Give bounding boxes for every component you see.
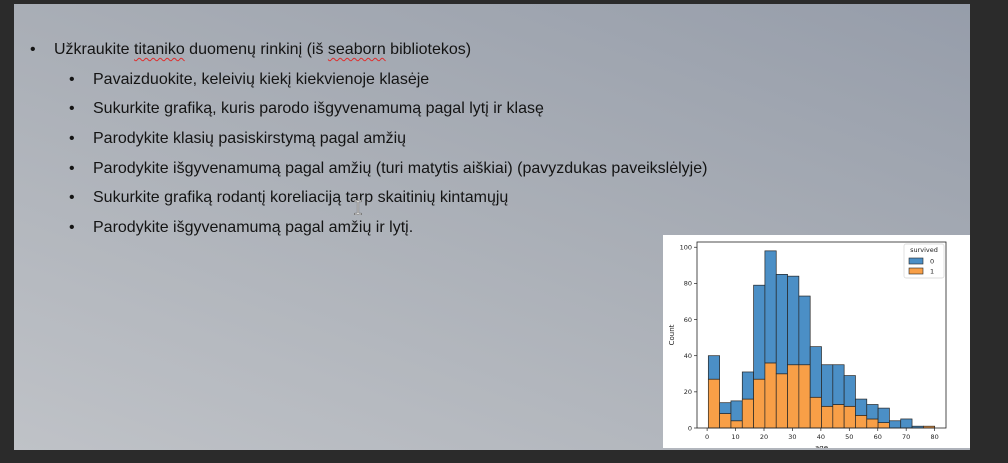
bar-survived-1-bin-10 bbox=[809, 396, 822, 429]
legend: survived 0 1 bbox=[903, 243, 945, 279]
bar-survived-0-bin-3 bbox=[730, 400, 743, 422]
bullet-glyph: • bbox=[69, 189, 75, 207]
bar-survived-1-bin-16 bbox=[877, 422, 890, 429]
bullet-text: Užkraukite titaniko duomenų rinkinį (iš … bbox=[54, 40, 471, 60]
presentation-slide: • Užkraukite titaniko duomenų rinkinį (i… bbox=[14, 4, 970, 450]
y-tick-label: 100 bbox=[680, 244, 692, 252]
x-tick-label: 70 bbox=[902, 433, 910, 441]
legend-swatch-1 bbox=[908, 267, 924, 275]
x-tick-label: 10 bbox=[731, 433, 739, 441]
bar-survived-0-bin-16 bbox=[877, 407, 890, 423]
bullet-glyph: • bbox=[30, 41, 36, 58]
x-tick-label: 40 bbox=[817, 433, 825, 441]
y-tick-label: 80 bbox=[684, 280, 692, 288]
bullet-text: Parodykite klasių pasiskirstymą pagal am… bbox=[93, 129, 407, 147]
text-segment: Užkraukite bbox=[54, 41, 135, 58]
text-cursor-icon bbox=[353, 199, 363, 216]
bar-survived-1-bin-1 bbox=[707, 378, 720, 429]
bar-survived-0-bin-11 bbox=[821, 364, 834, 407]
legend-label-1: 1 bbox=[930, 268, 934, 276]
bar-survived-0-bin-12 bbox=[832, 364, 845, 405]
bar-survived-0-bin-17 bbox=[889, 420, 902, 429]
y-tick-label: 0 bbox=[688, 424, 692, 432]
misspelled-word: seaborn bbox=[327, 41, 386, 58]
bullet-text: Parodykite išgyvenamumą pagal amžių (tur… bbox=[93, 159, 708, 177]
misspelled-word: titaniko bbox=[134, 41, 185, 58]
bar-survived-1-bin-13 bbox=[843, 405, 856, 429]
bar-survived-1-bin-8 bbox=[787, 364, 800, 429]
bar-survived-1-bin-4 bbox=[741, 398, 754, 429]
bullet-text: Pavaizduokite, keleivių kiekį kiekvienoj… bbox=[93, 70, 430, 88]
bar-survived-1-bin-3 bbox=[730, 420, 743, 429]
x-tick-label: 60 bbox=[874, 433, 882, 441]
bullet-glyph: • bbox=[69, 70, 75, 88]
text-segment: duomenų rinkinį (iš bbox=[184, 41, 328, 58]
bar-survived-1-bin-11 bbox=[821, 405, 834, 429]
bar-survived-0-bin-10 bbox=[809, 346, 822, 398]
bar-survived-0-bin-9 bbox=[798, 295, 811, 366]
y-tick-label: 60 bbox=[684, 316, 692, 324]
x-tick-label: 30 bbox=[788, 433, 796, 441]
bullet-text: Sukurkite grafiką rodantį koreliaciją ta… bbox=[93, 189, 509, 207]
x-axis-label: age bbox=[815, 444, 828, 448]
x-tick-label: 20 bbox=[760, 433, 768, 441]
bar-survived-0-bin-1 bbox=[707, 355, 720, 380]
bar-survived-0-bin-15 bbox=[866, 404, 879, 420]
age-survival-histogram: 0 10 20 30 40 50 60 70 80 0 20 40 60 80 100 age Count sur… bbox=[663, 235, 970, 448]
bullet-glyph: • bbox=[69, 218, 75, 236]
bar-survived-0-bin-14 bbox=[855, 398, 868, 416]
bar-survived-0-bin-6 bbox=[764, 250, 777, 364]
bar-survived-1-bin-15 bbox=[866, 418, 879, 429]
bullet-glyph: • bbox=[69, 100, 75, 118]
bullet-glyph: • bbox=[69, 129, 75, 147]
bar-survived-0-bin-5 bbox=[753, 284, 766, 380]
bar-survived-0-bin-4 bbox=[741, 371, 754, 400]
bullet-text: Sukurkite grafiką, kuris parodo išgyvena… bbox=[93, 100, 544, 118]
bar-survived-1-bin-6 bbox=[764, 362, 777, 429]
bar-survived-1-bin-2 bbox=[719, 413, 732, 429]
plot-frame bbox=[696, 241, 947, 429]
bar-survived-1-bin-12 bbox=[832, 404, 845, 429]
bar-survived-1-bin-5 bbox=[753, 378, 766, 429]
x-tick-label: 0 bbox=[705, 433, 709, 441]
x-tick-label: 50 bbox=[845, 433, 853, 441]
legend-label-0: 0 bbox=[930, 258, 934, 266]
bar-survived-0-bin-18 bbox=[900, 418, 913, 429]
y-tick-label: 20 bbox=[684, 388, 692, 396]
bar-survived-0-bin-2 bbox=[719, 402, 732, 414]
x-tick-label: 80 bbox=[930, 433, 938, 441]
bar-survived-0-bin-8 bbox=[787, 275, 800, 366]
y-axis-label: Count bbox=[668, 324, 676, 345]
bar-survived-1-bin-7 bbox=[775, 373, 788, 429]
bullet-text: Parodykite išgyvenamumą pagal amžių ir l… bbox=[93, 218, 414, 236]
histogram-svg: 0 10 20 30 40 50 60 70 80020406080100ageCountsur… bbox=[668, 241, 947, 448]
bar-survived-1-bin-14 bbox=[855, 414, 868, 429]
legend-swatch-0 bbox=[908, 257, 924, 265]
text-segment: bibliotekos) bbox=[385, 41, 472, 58]
bar-survived-0-bin-7 bbox=[775, 274, 788, 375]
bar-survived-0-bin-13 bbox=[843, 375, 856, 407]
y-tick-label: 40 bbox=[684, 352, 692, 360]
legend-title: survived bbox=[910, 246, 938, 254]
bar-survived-1-bin-9 bbox=[798, 364, 811, 429]
bullet-glyph: • bbox=[69, 159, 75, 177]
